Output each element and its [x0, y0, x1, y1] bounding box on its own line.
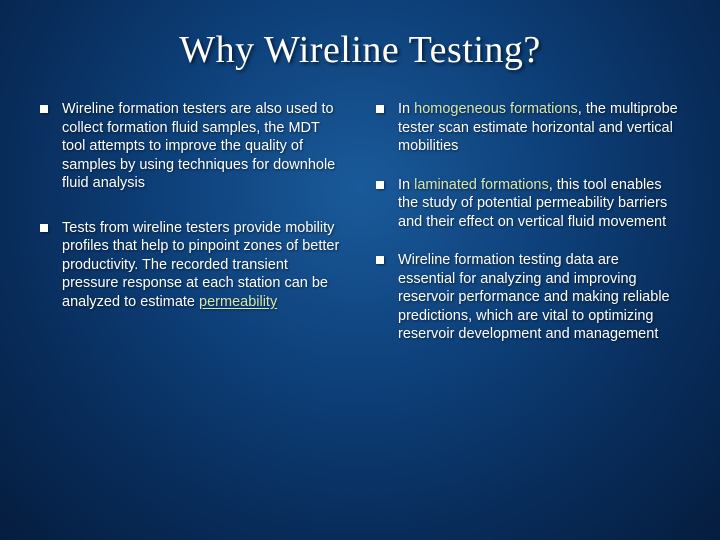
bullet-text: Wireline formation testers are also used… [62, 100, 344, 193]
bullet-text: Tests from wireline testers provide mobi… [62, 219, 344, 312]
bullet-item: In laminated formations, this tool enabl… [376, 176, 680, 232]
content-columns: Wireline formation testers are also used… [40, 100, 680, 344]
bullet-icon [40, 224, 48, 232]
emphasis-term: homogeneous formations [414, 101, 578, 117]
bullet-text: In homogeneous formations, the multiprob… [398, 100, 680, 156]
right-column: In homogeneous formations, the multiprob… [376, 100, 680, 344]
bullet-text: In laminated formations, this tool enabl… [398, 176, 680, 232]
emphasis-link: permeability [199, 294, 277, 310]
bullet-icon [376, 181, 384, 189]
slide-title: Why Wireline Testing? [40, 28, 680, 72]
bullet-item: Wireline formation testing data are esse… [376, 251, 680, 344]
slide: Why Wireline Testing? Wireline formation… [0, 0, 720, 540]
text-run: In [398, 101, 414, 117]
bullet-item: Wireline formation testers are also used… [40, 100, 344, 193]
bullet-text: Wireline formation testing data are esse… [398, 251, 680, 344]
bullet-icon [376, 105, 384, 113]
text-run: In [398, 177, 414, 193]
bullet-item: Tests from wireline testers provide mobi… [40, 219, 344, 312]
bullet-icon [40, 105, 48, 113]
bullet-item: In homogeneous formations, the multiprob… [376, 100, 680, 156]
text-run: Wireline formation testers are also used… [62, 101, 335, 191]
left-column: Wireline formation testers are also used… [40, 100, 344, 344]
text-run: Wireline formation testing data are esse… [398, 252, 670, 342]
emphasis-term: laminated formations [414, 177, 549, 193]
bullet-icon [376, 256, 384, 264]
